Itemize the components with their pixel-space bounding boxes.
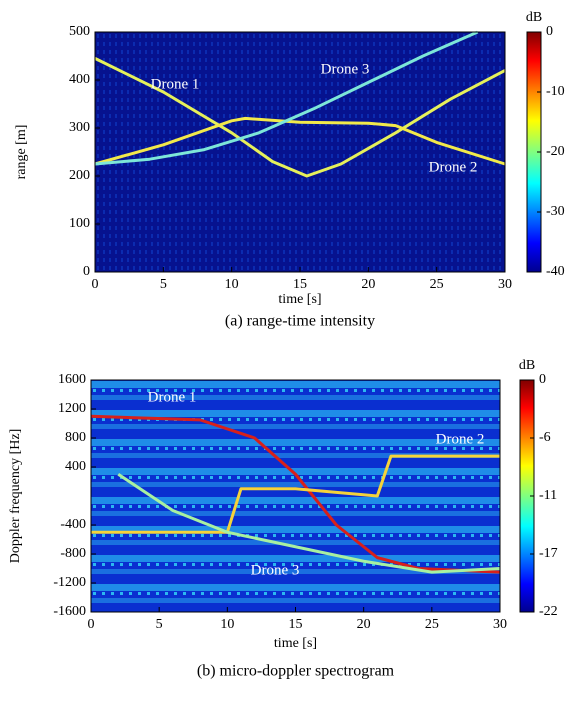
track	[94, 116, 506, 166]
y-tick-label: -400	[60, 517, 86, 532]
annotation: Drone 2	[429, 159, 478, 175]
x-tick-label: 5	[156, 617, 163, 632]
y-tick-label: -1200	[53, 575, 86, 590]
y-tick-label: 400	[69, 72, 90, 87]
x-tick-label: 15	[289, 617, 303, 632]
x-tick-label: 20	[361, 277, 375, 292]
x-tick-label: 10	[225, 277, 239, 292]
y-tick-label: 100	[69, 216, 90, 231]
y-tick-label: 0	[83, 264, 90, 279]
track	[117, 473, 501, 574]
caption: (a) range-time intensity	[225, 313, 375, 330]
x-tick-label: 20	[357, 617, 371, 632]
caption: (b) micro-doppler spectrogram	[197, 663, 395, 680]
heatmap-a	[95, 32, 505, 272]
colorbar-tick-label: 0	[539, 372, 546, 387]
y-tick-label: 800	[65, 430, 86, 445]
x-axis-label: time [s]	[278, 292, 321, 307]
x-tick-label: 15	[293, 277, 307, 292]
x-tick-label: 30	[493, 617, 507, 632]
colorbar-tick-label: -22	[539, 604, 558, 619]
y-tick-label: -1600	[53, 604, 86, 619]
x-tick-label: 0	[88, 617, 95, 632]
x-tick-label: 30	[498, 277, 512, 292]
x-tick-label: 25	[425, 617, 439, 632]
colorbar-tick-label: 0	[546, 24, 553, 39]
y-tick-label: 400	[65, 459, 86, 474]
annotation: Drone 3	[321, 61, 370, 77]
y-tick-label: 200	[69, 168, 90, 183]
colorbar-tick-label: -40	[546, 264, 565, 279]
track	[94, 30, 479, 166]
y-tick-label: 300	[69, 120, 90, 135]
colorbar-tick-label: -10	[546, 84, 565, 99]
x-tick-label: 25	[430, 277, 444, 292]
y-tick-label: 1200	[58, 401, 86, 416]
x-axis-label: time [s]	[274, 636, 317, 651]
colorbar-tick-label: -6	[539, 430, 551, 445]
annotation: Drone 1	[148, 389, 197, 405]
x-tick-label: 5	[160, 277, 167, 292]
track	[90, 414, 501, 574]
y-axis-label: Doppler frequency [Hz]	[8, 429, 23, 564]
colorbar-label: dB	[526, 10, 542, 25]
y-tick-label: -800	[60, 546, 86, 561]
track	[94, 57, 506, 178]
colorbar-tick-label: -11	[539, 488, 557, 503]
y-tick-label: 1600	[58, 372, 86, 387]
colorbar-label: dB	[519, 358, 535, 373]
colorbar-tick-label: -30	[546, 204, 565, 219]
annotation: Drone 1	[151, 76, 200, 92]
x-tick-label: 10	[220, 617, 234, 632]
x-tick-label: 0	[92, 277, 99, 292]
y-axis-label: range [m]	[14, 125, 29, 180]
y-tick-label: 500	[69, 24, 90, 39]
colorbar-tick-label: -17	[539, 546, 558, 561]
annotation: Drone 3	[251, 562, 300, 578]
colorbar-tick-label: -20	[546, 144, 565, 159]
annotation: Drone 2	[436, 431, 485, 447]
